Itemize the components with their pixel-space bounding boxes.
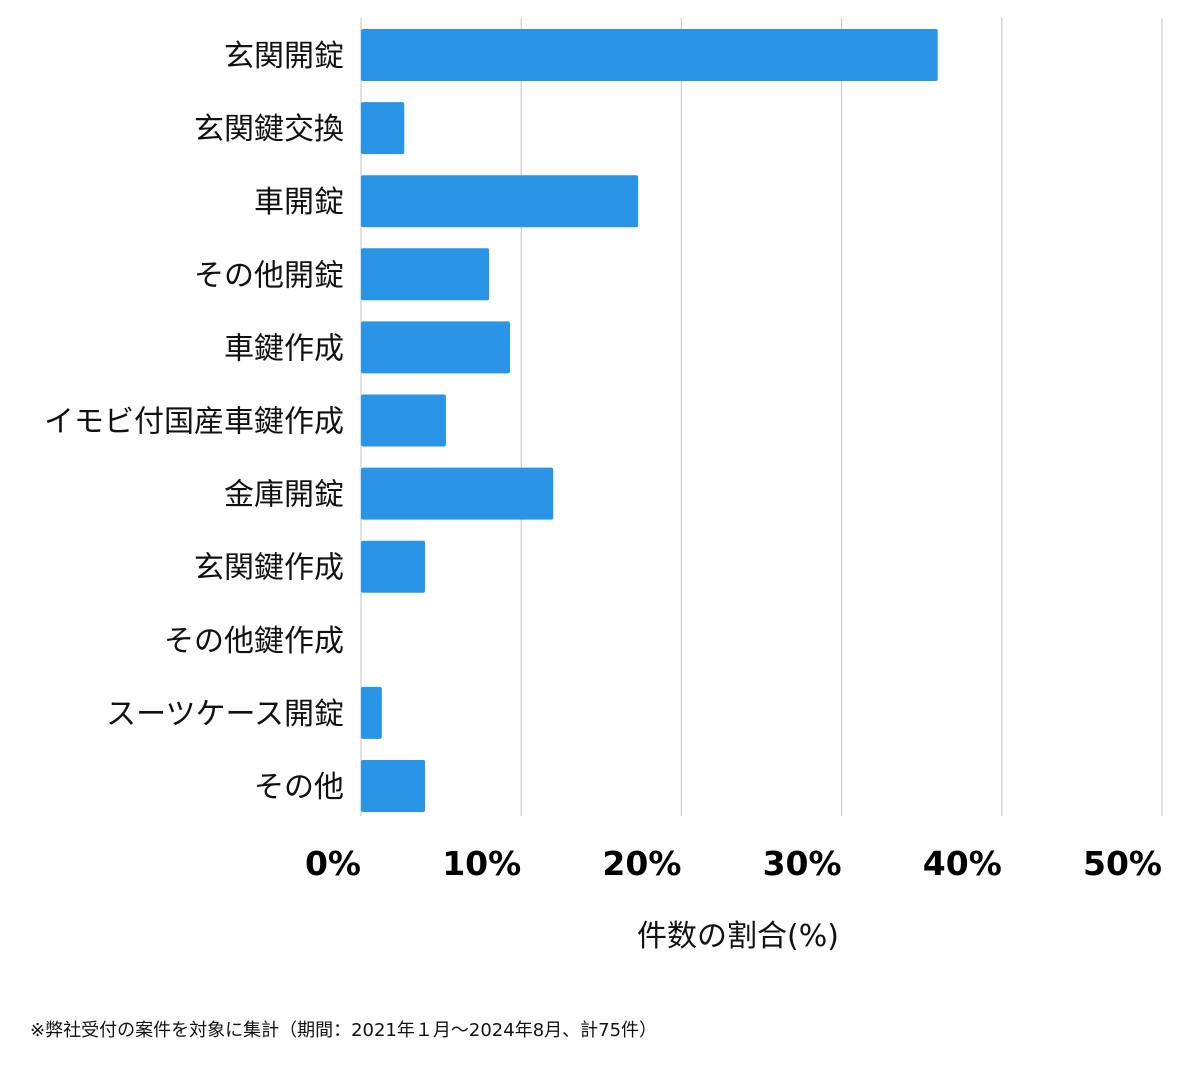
x-axis-title: 件数の割合(%)	[637, 919, 839, 954]
category-label-8: その他鍵作成	[164, 624, 344, 659]
bar-10	[361, 760, 426, 812]
bar-5	[361, 394, 446, 447]
category-label-1: 玄関鍵交換	[194, 112, 344, 147]
x-tick-label-3: 30%	[763, 844, 842, 883]
category-label-10: その他	[254, 770, 344, 805]
bar-6	[361, 467, 554, 520]
grid-lines	[360, 18, 1163, 816]
bar-3	[361, 248, 490, 301]
x-tick-label-0: 0%	[305, 844, 361, 883]
bar-9	[361, 686, 382, 739]
x-tick-label-1: 10%	[442, 844, 521, 883]
x-tick-label-4: 40%	[923, 844, 1002, 883]
footnote: ※弊社受付の案件を対象に集計（期間：2021年１月〜2024年8月、計75件）	[30, 1020, 658, 1041]
x-tick-label-5: 50%	[1083, 844, 1162, 883]
category-label-3: その他開錠	[194, 258, 344, 293]
category-labels: 玄関開錠玄関鍵交換車開錠その他開錠車鍵作成イモビ付国産車鍵作成金庫開錠玄関鍵作成…	[44, 39, 344, 805]
category-label-6: 金庫開錠	[224, 478, 344, 513]
category-label-9: スーツケース開錠	[106, 697, 344, 732]
bar-0	[361, 29, 938, 81]
bar-2	[361, 175, 639, 228]
bar-chart: 玄関開錠玄関鍵交換車開錠その他開錠車鍵作成イモビ付国産車鍵作成金庫開錠玄関鍵作成…	[44, 18, 1163, 954]
bar-7	[361, 540, 426, 593]
category-label-2: 車開錠	[254, 185, 344, 220]
category-label-5: イモビ付国産車鍵作成	[44, 405, 344, 440]
bar-1	[361, 102, 405, 155]
bars	[361, 29, 938, 812]
category-label-4: 車鍵作成	[224, 331, 344, 366]
category-label-7: 玄関鍵作成	[194, 551, 344, 586]
x-tick-labels: 0% 10% 20% 30% 40% 50%	[305, 844, 1162, 883]
bar-4	[361, 321, 510, 374]
category-label-0: 玄関開錠	[224, 39, 344, 74]
x-tick-label-2: 20%	[602, 844, 681, 883]
